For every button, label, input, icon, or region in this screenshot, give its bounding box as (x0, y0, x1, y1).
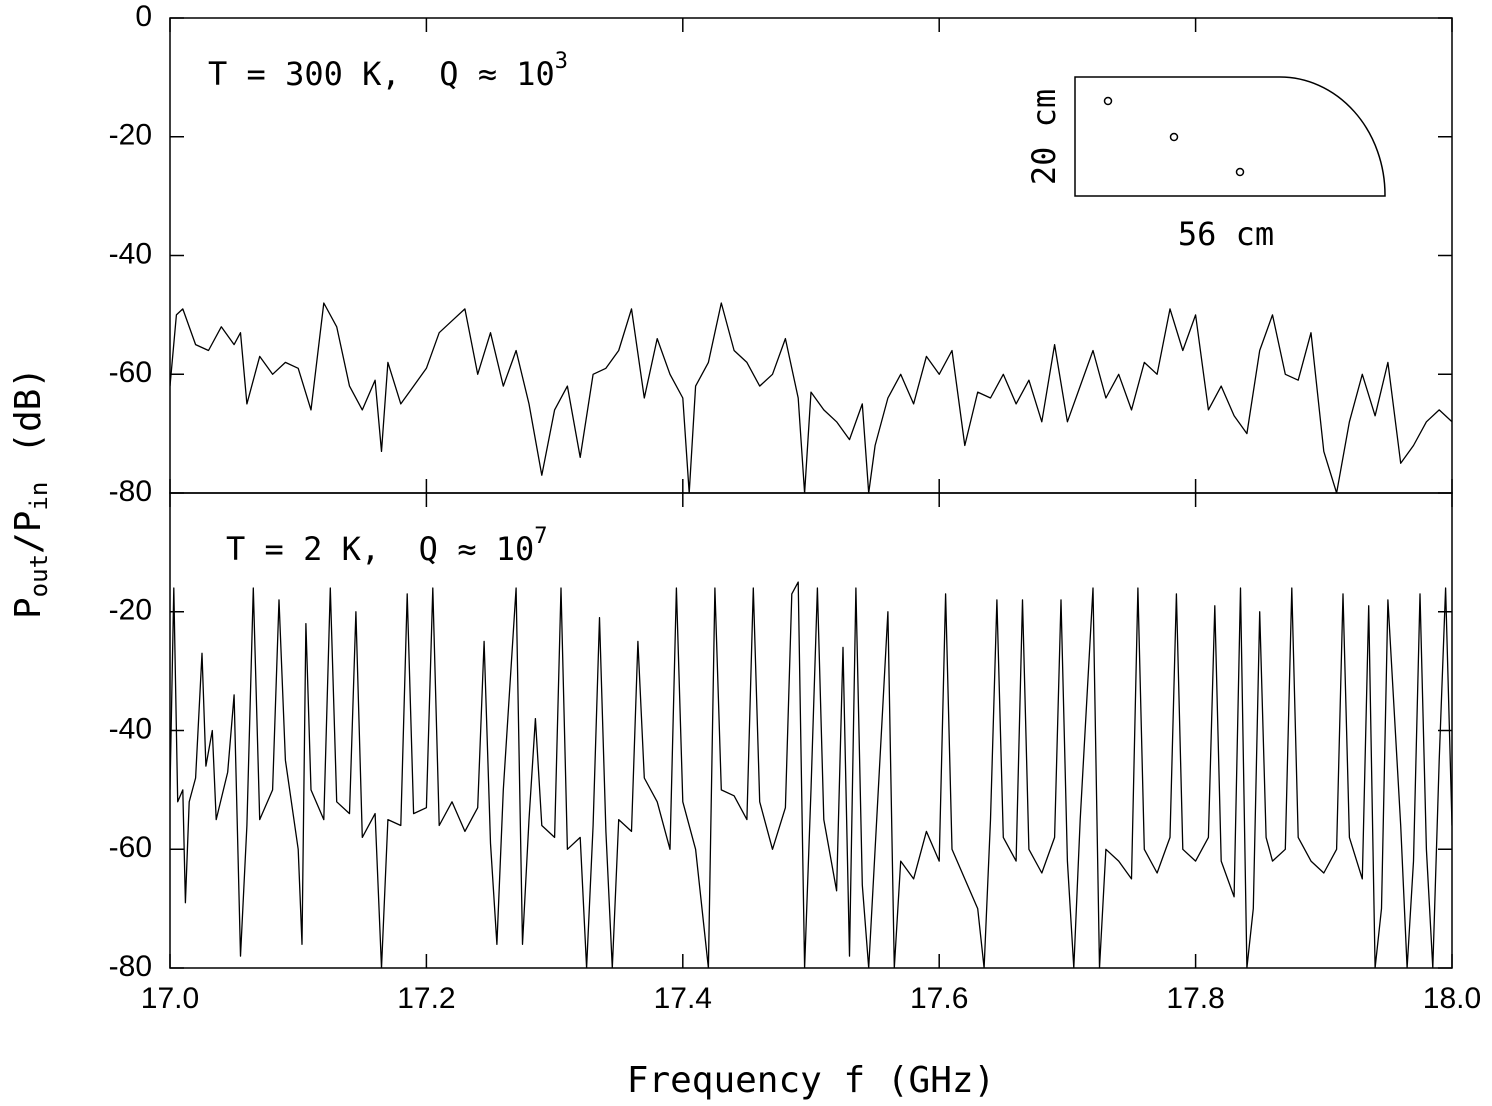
x-tick-label: 17.6 (910, 982, 968, 1015)
x-tick-label: 18.0 (1423, 982, 1481, 1015)
inset-height-label: 20 cm (1025, 89, 1063, 185)
data-line (170, 302, 1452, 493)
y-tick-label: -40 (109, 237, 152, 270)
y-tick-label: -80 (109, 950, 152, 983)
y-tick-label: -20 (109, 594, 152, 627)
annotation-text: T = 2 K, Q ≈ 10 (226, 530, 534, 568)
data-line (170, 581, 1452, 968)
panel-annotation: T = 2 K, Q ≈ 107 (226, 524, 548, 568)
x-axis-label: Frequency f (GHz) (627, 1060, 995, 1101)
panel-annotation: T = 300 K, Q ≈ 103 (208, 49, 568, 93)
x-tick-label: 17.4 (654, 982, 712, 1015)
y-tick-label: 0 (135, 0, 152, 33)
inset-width-label: 56 cm (1178, 215, 1274, 253)
y-tick-label: -40 (109, 712, 152, 745)
x-tick-label: 17.0 (141, 982, 199, 1015)
inset-shape (1074, 76, 1386, 197)
y-tick-label: -20 (109, 119, 152, 152)
y-axis-label: Pout/Pin(dB) (8, 367, 53, 619)
annotation-exponent: 3 (555, 49, 568, 74)
annotation-exponent: 7 (534, 524, 547, 549)
inset: 20 cm 56 cm (1025, 76, 1386, 253)
inset-scatterer (1103, 96, 1113, 106)
x-tick-label: 17.8 (1166, 982, 1224, 1015)
y-tick-label: -60 (109, 831, 152, 864)
y-tick-label: -80 (109, 475, 152, 508)
inset-scatterer (1235, 167, 1245, 177)
annotation-text: T = 300 K, Q ≈ 10 (208, 55, 555, 93)
inset-scatterer (1169, 132, 1179, 142)
y-tick-label: -60 (109, 356, 152, 389)
x-tick-label: 17.2 (397, 982, 455, 1015)
